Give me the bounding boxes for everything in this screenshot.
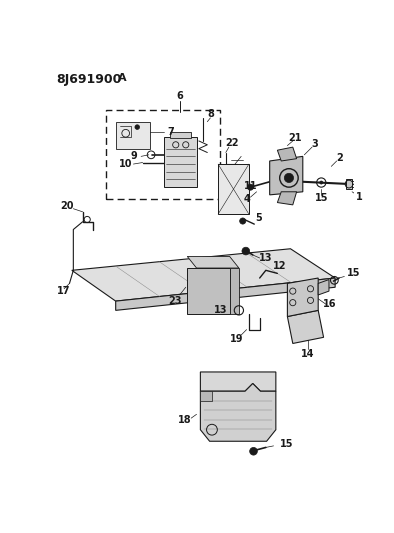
Text: A: A: [118, 73, 126, 83]
Polygon shape: [287, 278, 318, 317]
Circle shape: [284, 173, 294, 182]
Circle shape: [247, 184, 253, 190]
Text: 22: 22: [225, 138, 239, 148]
Text: 8J691900: 8J691900: [56, 73, 122, 86]
Text: 4: 4: [243, 195, 250, 205]
Polygon shape: [187, 268, 230, 314]
Text: 23: 23: [168, 296, 182, 306]
Polygon shape: [201, 384, 276, 441]
Text: 18: 18: [178, 415, 192, 425]
Bar: [106, 110, 219, 199]
Text: 6: 6: [176, 91, 183, 101]
Text: 12: 12: [273, 261, 286, 271]
Polygon shape: [218, 164, 249, 214]
Text: 5: 5: [255, 213, 262, 223]
Polygon shape: [169, 132, 191, 138]
Text: 19: 19: [230, 334, 243, 344]
Text: 11: 11: [243, 181, 257, 191]
Polygon shape: [116, 122, 151, 149]
Polygon shape: [277, 192, 297, 205]
Text: 20: 20: [60, 201, 74, 212]
Text: 16: 16: [323, 299, 336, 309]
Polygon shape: [346, 180, 352, 189]
Circle shape: [320, 181, 323, 184]
Polygon shape: [318, 280, 329, 295]
Text: 8: 8: [207, 109, 214, 119]
Polygon shape: [164, 137, 197, 187]
Circle shape: [250, 447, 257, 455]
Text: 15: 15: [347, 269, 360, 278]
Polygon shape: [230, 268, 239, 314]
Text: 9: 9: [130, 151, 137, 161]
Text: 2: 2: [336, 153, 343, 163]
Polygon shape: [201, 391, 212, 401]
Text: 7: 7: [168, 127, 175, 137]
Circle shape: [135, 125, 139, 130]
Polygon shape: [201, 372, 276, 391]
Text: 1: 1: [357, 192, 363, 202]
Circle shape: [242, 247, 250, 255]
Polygon shape: [287, 310, 323, 343]
Text: 13: 13: [259, 253, 273, 263]
Polygon shape: [269, 156, 303, 195]
Text: 21: 21: [288, 133, 302, 143]
Text: 13: 13: [214, 305, 228, 316]
Polygon shape: [116, 278, 335, 310]
Polygon shape: [72, 249, 335, 301]
Text: 10: 10: [119, 159, 132, 169]
Text: 15: 15: [280, 439, 293, 449]
Text: 3: 3: [312, 139, 318, 149]
Polygon shape: [187, 256, 239, 268]
Text: 17: 17: [58, 286, 71, 296]
Circle shape: [240, 218, 246, 224]
Polygon shape: [277, 147, 297, 161]
Text: 14: 14: [301, 349, 315, 359]
Text: 15: 15: [314, 193, 328, 203]
